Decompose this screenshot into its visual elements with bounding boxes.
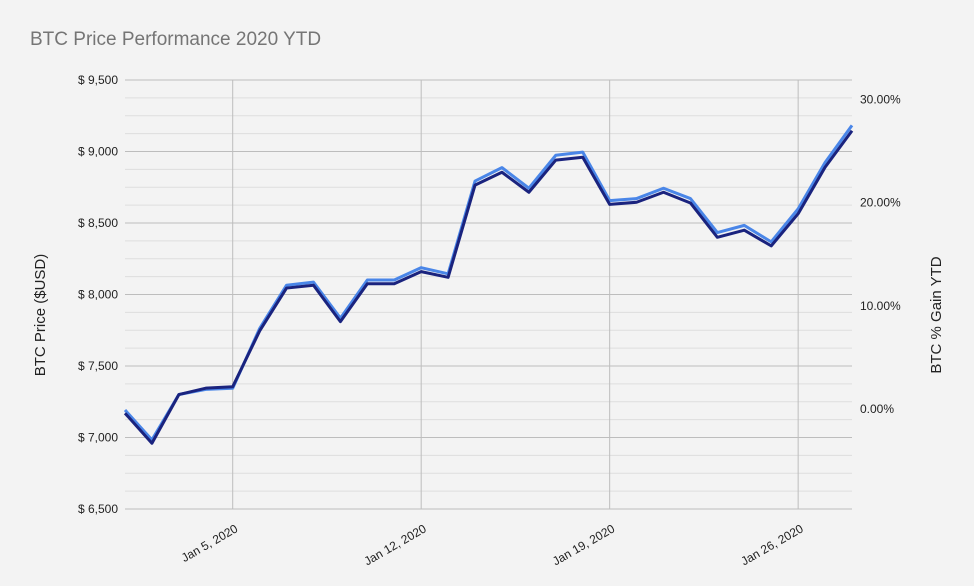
right-tick-label: 0.00% — [860, 402, 894, 416]
left-axis-title: BTC Price ($USD) — [32, 254, 49, 377]
grid-lines — [125, 79, 852, 510]
right-axis-title: BTC % Gain YTD — [928, 256, 945, 373]
left-tick-label: $ 7,500 — [78, 359, 118, 373]
left-tick-label: $ 7,000 — [78, 431, 118, 445]
x-axis-ticks: Jan 5, 2020 Jan 12, 2020 Jan 19, 2020 Jan 2… — [179, 521, 806, 568]
left-tick-label: $ 8,500 — [78, 216, 118, 230]
left-tick-label: $ 8,000 — [78, 288, 118, 302]
gain-series-line — [123, 124, 854, 442]
left-axis-ticks: $ 9,500 $ 9,000 $ 8,500 $ 8,000 $ 7,500 $ 7,0… — [78, 73, 118, 516]
left-tick-label: $ 9,500 — [78, 73, 118, 87]
left-tick-label: $ 6,500 — [78, 502, 118, 516]
right-tick-label: 10.00% — [860, 299, 901, 313]
x-tick-label: Jan 19, 2020 — [550, 521, 617, 568]
right-tick-label: 20.00% — [860, 196, 901, 210]
right-axis-ticks: 30.00% 20.00% 10.00% 0.00% — [860, 93, 901, 416]
right-tick-label: 30.00% — [860, 93, 901, 107]
chart-title: BTC Price Performance 2020 YTD — [30, 29, 322, 50]
x-tick-label: Jan 5, 2020 — [179, 521, 241, 565]
price-series-line — [123, 129, 854, 445]
x-tick-label: Jan 12, 2020 — [362, 521, 429, 568]
x-tick-label: Jan 26, 2020 — [739, 521, 806, 568]
left-tick-label: $ 9,000 — [78, 145, 118, 159]
